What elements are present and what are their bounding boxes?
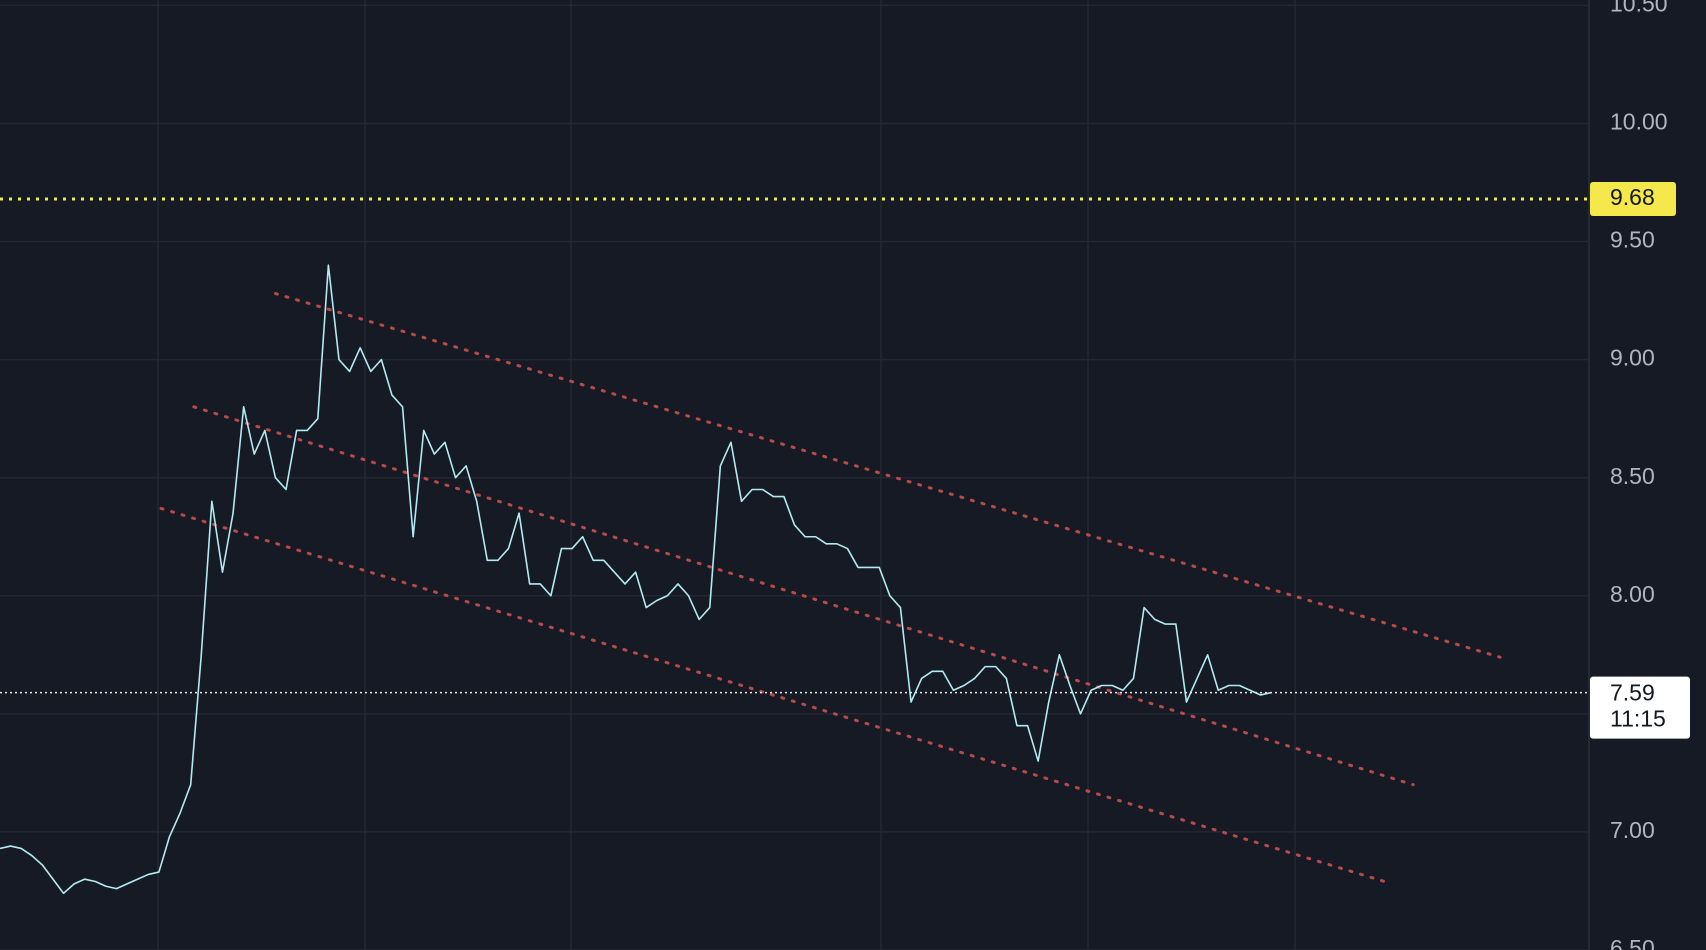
trendline (273, 292, 1502, 659)
y-tick-label: 10.50 (1610, 0, 1668, 16)
y-tick-label: 10.00 (1610, 109, 1668, 135)
y-tick-label: 9.50 (1610, 227, 1655, 253)
price-level-badge (1590, 182, 1676, 217)
last-price-label: 7.59 (1610, 680, 1655, 706)
trendline (192, 405, 1415, 787)
trendline (159, 506, 1387, 884)
y-tick-label: 8.00 (1610, 581, 1655, 607)
y-tick-label: 6.50 (1610, 935, 1655, 950)
vertical-grid (157, 0, 1296, 950)
y-tick-label: 9.00 (1610, 345, 1655, 371)
price-line (0, 264, 1272, 895)
price-level-label: 9.68 (1610, 184, 1655, 210)
y-tick-label: 7.00 (1610, 817, 1655, 843)
countdown-label: 11:15 (1610, 706, 1666, 732)
last-price-badge (1590, 676, 1690, 739)
y-tick-label: 8.50 (1610, 463, 1655, 489)
